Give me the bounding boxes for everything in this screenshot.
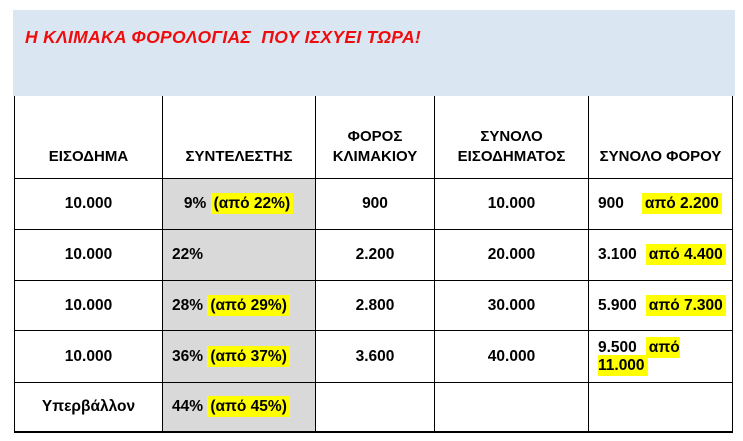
rate-value: 36% xyxy=(172,347,204,365)
rate-cell: 44% (από 45%) xyxy=(162,382,316,433)
total-tax-value: 5.900 xyxy=(598,296,637,314)
income-cell: Υπερβάλλον xyxy=(14,382,163,433)
column-header-total-tax: ΣΥΝΟΛΟ ΦΟΡΟΥ xyxy=(588,96,733,179)
total-tax-value: 900 xyxy=(598,195,624,212)
total-tax-cell xyxy=(588,382,733,433)
income-cell: 10.000 xyxy=(14,280,163,331)
bracket-tax-cell xyxy=(315,382,435,433)
rate-previous-highlight: (από 45%) xyxy=(207,395,290,417)
total-tax-cell: 3.100 από 4.400 xyxy=(588,229,733,281)
column-header-income: ΕΙΣΟΔΗΜΑ xyxy=(14,96,163,179)
total-tax-cell: 5.900 από 7.300 xyxy=(588,280,733,331)
rate-previous-highlight: (από 22%) xyxy=(210,193,294,214)
table-row: 10.000 9% (από 22%) 900 10.000 900 από 2.… xyxy=(14,178,733,230)
bracket-tax-cell: 900 xyxy=(315,178,435,230)
total-tax-cell: 900 από 2.200 xyxy=(588,178,733,230)
bracket-tax-cell: 2.800 xyxy=(315,280,435,331)
tax-scale-table: ΕΙΣΟΔΗΜΑ ΣΥΝΤΕΛΕΣΤΗΣ ΦΟΡΟΣ ΚΛΙΜΑΚΙΟΥ ΣΥΝ… xyxy=(14,96,733,433)
rate-value: 44% xyxy=(172,397,204,415)
page-title: Η ΚΛΙΜΑΚΑ ΦΟΡΟΛΟΓΙΑΣ ΠΟΥ ΙΣΧΥΕΙ ΤΩΡΑ! xyxy=(25,27,422,47)
rate-cell: 36% (από 37%) xyxy=(162,330,316,383)
total-tax-previous-highlight: από 4.400 xyxy=(645,244,726,265)
rate-previous-highlight: (από 37%) xyxy=(207,345,290,367)
column-header-total-income: ΣΥΝΟΛΟ ΕΙΣΟΔΗΜΑΤΟΣ xyxy=(434,96,589,179)
table-row: 10.000 28% (από 29%) 2.800 30.000 5.900 α… xyxy=(14,280,733,331)
rate-cell: 28% (από 29%) xyxy=(162,280,316,331)
total-tax-value: 3.100 xyxy=(598,246,637,263)
column-header-bracket-tax: ΦΟΡΟΣ ΚΛΙΜΑΚΙΟΥ xyxy=(315,96,435,179)
table-row: 10.000 22% 2.200 20.000 3.100 από 4.400 xyxy=(14,229,733,281)
table-row: Υπερβάλλον 44% (από 45%) xyxy=(14,382,733,433)
total-income-cell: 40.000 xyxy=(434,330,589,383)
total-tax-previous-highlight: από 2.200 xyxy=(641,193,722,214)
income-cell: 10.000 xyxy=(14,229,163,281)
rate-cell: 9% (από 22%) xyxy=(162,178,316,230)
total-income-cell: 10.000 xyxy=(434,178,589,230)
total-tax-cell: 9.500 από 11.000 xyxy=(588,330,733,383)
title-banner: Η ΚΛΙΜΑΚΑ ΦΟΡΟΛΟΓΙΑΣ ΠΟΥ ΙΣΧΥΕΙ ΤΩΡΑ! xyxy=(13,10,735,96)
rate-previous-highlight: (από 29%) xyxy=(207,294,290,316)
total-tax-value: 9.500 xyxy=(598,338,637,356)
total-income-cell: 30.000 xyxy=(434,280,589,331)
bracket-tax-cell: 2.200 xyxy=(315,229,435,281)
column-header-rate: ΣΥΝΤΕΛΕΣΤΗΣ xyxy=(162,96,316,179)
rate-value: 22% xyxy=(172,246,204,263)
total-income-cell xyxy=(434,382,589,433)
total-income-cell: 20.000 xyxy=(434,229,589,281)
total-tax-previous-highlight: από 7.300 xyxy=(645,294,726,316)
header-row: ΕΙΣΟΔΗΜΑ ΣΥΝΤΕΛΕΣΤΗΣ ΦΟΡΟΣ ΚΛΙΜΑΚΙΟΥ ΣΥΝ… xyxy=(14,96,733,179)
income-cell: 10.000 xyxy=(14,330,163,383)
rate-value: 28% xyxy=(172,296,204,314)
income-cell: 10.000 xyxy=(14,178,163,230)
rate-value: 9% xyxy=(183,195,207,212)
bracket-tax-cell: 3.600 xyxy=(315,330,435,383)
table-row: 10.000 36% (από 37%) 3.600 40.000 9.500 α… xyxy=(14,330,733,383)
rate-cell: 22% xyxy=(162,229,316,281)
